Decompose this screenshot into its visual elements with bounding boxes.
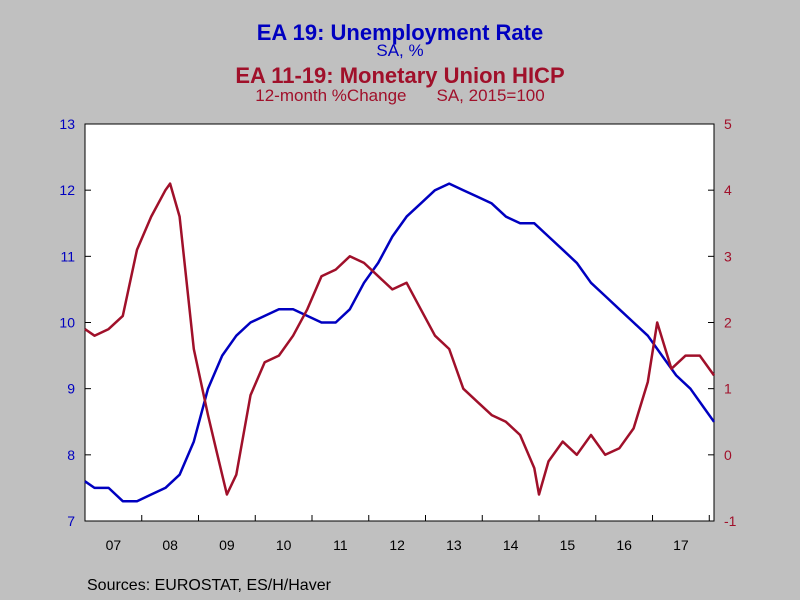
plot-area [84, 123, 715, 522]
right-tick-label: -1 [724, 513, 737, 529]
left-tick-label: 7 [67, 513, 75, 529]
left-tick-label: 10 [59, 315, 75, 331]
left-tick-label: 12 [59, 182, 75, 198]
x-tick-label: 10 [276, 537, 292, 553]
series2-subtitle: 12-month %Change SA, 2015=100 [0, 86, 800, 106]
right-tick-label: 3 [724, 248, 732, 264]
x-tick-label: 07 [106, 537, 122, 553]
left-tick-label: 9 [67, 381, 75, 397]
series-lines [84, 182, 716, 503]
x-tick-label: 11 [333, 537, 348, 553]
unemployment-line [84, 182, 716, 503]
x-tick-label: 13 [446, 537, 462, 553]
x-tick-label: 08 [162, 537, 178, 553]
series2-subtitle-right: SA, 2015=100 [436, 86, 545, 105]
right-tick-label: 0 [724, 447, 732, 463]
x-tick-label: 09 [219, 537, 235, 553]
series2-subtitle-left: 12-month %Change [255, 86, 407, 105]
right-tick-label: 5 [724, 116, 732, 132]
left-tick-label: 8 [67, 447, 75, 463]
left-tick-label: 13 [59, 116, 75, 132]
x-tick-label: 15 [560, 537, 576, 553]
x-tick-label: 12 [389, 537, 405, 553]
series1-title: EA 19: Unemployment Rate [256, 20, 544, 45]
hicp-line [84, 182, 716, 496]
right-tick-label: 4 [724, 182, 732, 198]
series1-subtitle: SA, % [376, 41, 424, 60]
right-tick-label: 2 [724, 315, 732, 331]
x-tick-label: 14 [503, 537, 519, 553]
series2-title: EA 11-19: Monetary Union HICP [235, 63, 565, 88]
left-tick-label: 11 [60, 248, 75, 264]
source-note: Sources: EUROSTAT, ES/H/Haver [87, 577, 331, 594]
x-tick-label: 16 [616, 537, 632, 553]
right-tick-label: 1 [724, 381, 732, 397]
x-tick-label: 17 [673, 537, 689, 553]
